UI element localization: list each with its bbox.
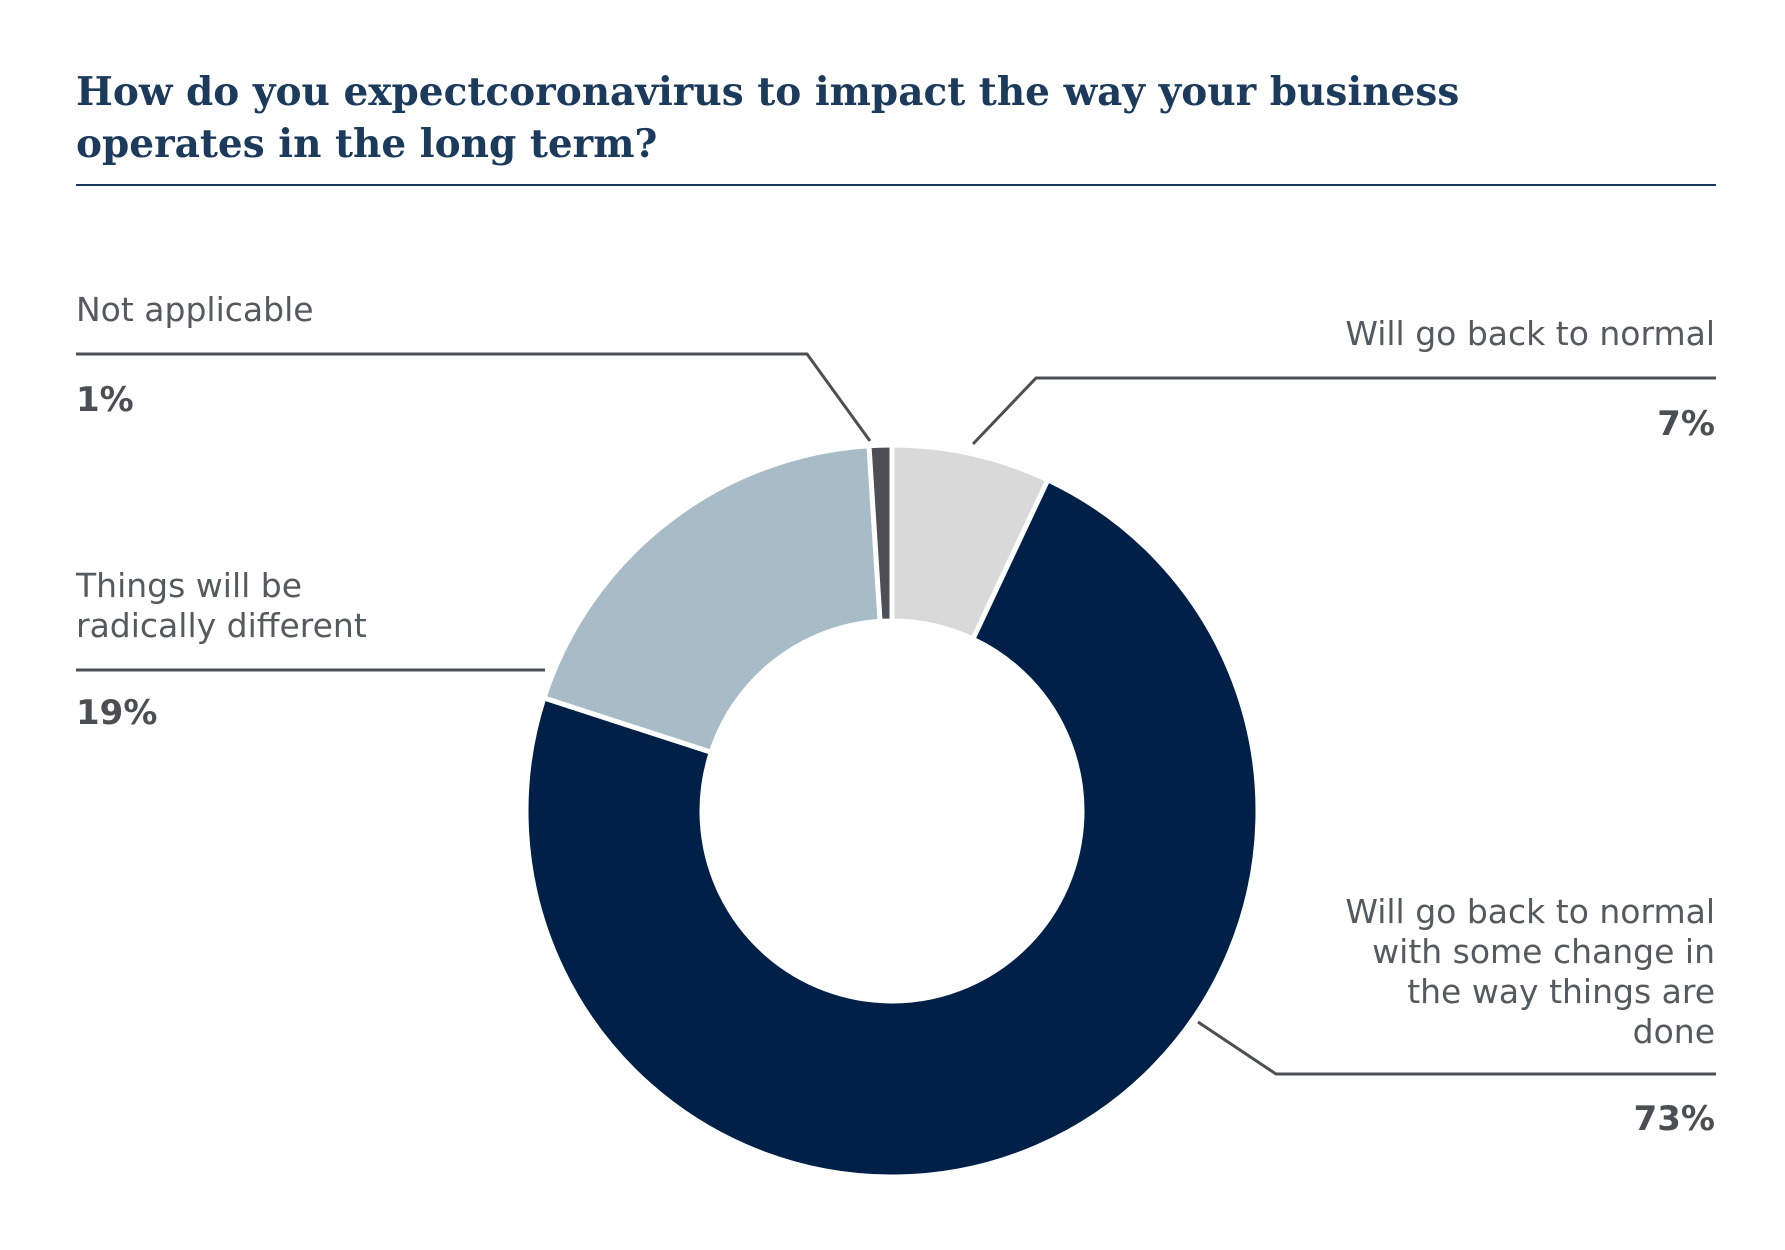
value-radically-different: 19% [76,693,158,733]
label-will-go-back-to-normal: Will go back to normal [1345,314,1715,353]
label-radically-different: Things will be radically different [76,566,367,645]
leader-normal-with-some-change [1197,1020,1716,1076]
value-will-go-back-to-normal: 7% [1657,404,1715,444]
chart-title: How do you expectcoronavirus to impact t… [76,69,1460,167]
leader-will-go-back-to-normal [971,376,1716,446]
slice-radically-different [540,443,883,756]
value-not-applicable: 1% [76,380,134,420]
leader-lines [76,352,1716,1076]
title-divider [76,184,1716,186]
slice-not-applicable [866,442,895,625]
slice-normal-with-some-change [523,476,1261,1180]
donut-slices [523,442,1261,1180]
leader-not-applicable [76,352,872,442]
label-not-applicable: Not applicable [76,290,314,329]
label-normal-with-some-change: Will go back to normal with some change … [1345,892,1715,1051]
value-normal-with-some-change: 73% [1633,1099,1715,1139]
